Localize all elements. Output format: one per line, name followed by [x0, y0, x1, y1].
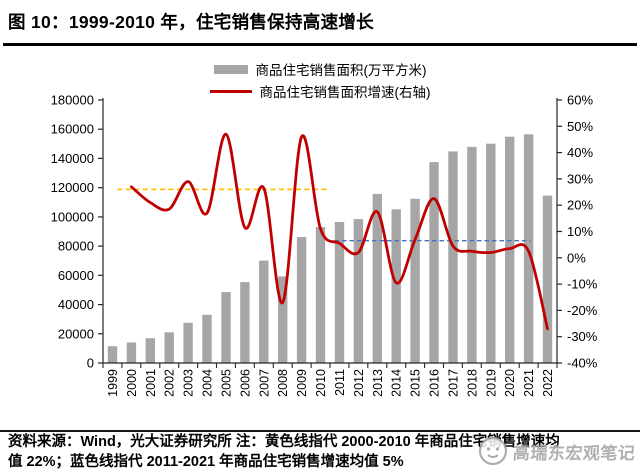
- right-axis-tick-label: 30%: [567, 171, 593, 186]
- left-axis-tick-label: 20000: [58, 326, 94, 341]
- x-axis-label-2004: 2004: [201, 369, 215, 397]
- left-axis-tick-label: 0: [87, 356, 94, 371]
- legend-growth-label: 商品住宅销售面积增速(右轴): [259, 85, 431, 100]
- left-axis-tick-label: 140000: [51, 151, 94, 166]
- bar-2008: [278, 276, 288, 363]
- left-axis-tick-label: 100000: [51, 209, 94, 224]
- x-axis-label-2002: 2002: [163, 369, 177, 397]
- x-axis-label-2016: 2016: [428, 369, 442, 397]
- line-swatch-icon: [209, 89, 252, 93]
- bar-2002: [164, 332, 174, 363]
- bar-2009: [296, 237, 307, 363]
- right-axis-tick-label: -30%: [567, 329, 598, 344]
- left-axis-tick-label: 160000: [51, 122, 94, 137]
- right-axis-tick-label: 60%: [567, 93, 593, 108]
- right-axis-tick-label: -40%: [567, 356, 598, 371]
- x-axis-label-2000: 2000: [125, 369, 139, 397]
- bar-2003: [183, 322, 193, 363]
- footer-divider: [0, 430, 640, 432]
- x-axis-label-2012: 2012: [352, 369, 366, 397]
- source-note-line2: 值 22%；蓝色线指代 2011-2021 年商品住宅销售增速均值 5%: [8, 453, 404, 470]
- bar-2022: [542, 195, 553, 363]
- growth-line: [130, 132, 549, 331]
- bar-2001: [145, 338, 155, 363]
- bar-2005: [221, 292, 231, 363]
- bar-2004: [202, 314, 212, 363]
- bar-swatch-icon: [213, 64, 248, 74]
- right-axis-tick-label: 40%: [567, 145, 593, 160]
- x-axis-label-2022: 2022: [541, 369, 555, 397]
- bar-2013: [372, 193, 382, 363]
- x-axis-label-2018: 2018: [465, 369, 479, 397]
- legend-item-area: 商品住宅销售面积(万平方米): [0, 59, 640, 79]
- bar-2007: [259, 260, 269, 363]
- x-axis-label-2010: 2010: [314, 369, 328, 397]
- bar-2016: [429, 162, 439, 363]
- right-axis-tick-label: 20%: [567, 198, 593, 213]
- x-axis-label-2017: 2017: [447, 369, 461, 397]
- bar-2012: [353, 219, 364, 363]
- source-note-line1: 资料来源：Wind，光大证券研究所 注：黄色线指代 2000-2010 年商品住…: [8, 434, 560, 450]
- left-axis-tick-label: 120000: [51, 180, 94, 195]
- bar-2010: [315, 227, 326, 363]
- bar-2017: [448, 151, 458, 363]
- x-axis-label-2015: 2015: [409, 369, 423, 397]
- left-axis-tick-label: 60000: [58, 268, 94, 283]
- right-axis-tick-label: 0%: [567, 250, 586, 265]
- x-axis-label-2019: 2019: [484, 369, 498, 397]
- bar-2018: [467, 146, 477, 363]
- right-axis-tick-label: 10%: [567, 224, 593, 239]
- legend-area-label: 商品住宅销售面积(万平方米): [255, 63, 427, 78]
- left-axis-tick-label: 180000: [51, 93, 94, 108]
- bar-1999: [107, 346, 118, 363]
- title-divider: [3, 43, 637, 46]
- x-axis-label-2001: 2001: [144, 369, 158, 397]
- left-axis-tick-label: 80000: [58, 239, 94, 254]
- figure-title: 图 10：1999-2010 年，住宅销售保持高速增长: [8, 12, 374, 32]
- bar-2011: [334, 222, 345, 363]
- x-axis-label-2021: 2021: [522, 369, 536, 397]
- bar-2015: [410, 198, 420, 363]
- x-axis-label-2005: 2005: [220, 369, 234, 397]
- x-axis-label-2013: 2013: [371, 369, 385, 397]
- x-axis-label-2003: 2003: [182, 369, 196, 397]
- left-axis-tick-label: 40000: [58, 297, 94, 312]
- x-axis-label-2011: 2011: [333, 369, 347, 396]
- right-axis-tick-label: -20%: [567, 303, 598, 318]
- x-axis-label-2014: 2014: [390, 369, 404, 397]
- legend-item-growth: 商品住宅销售面积增速(右轴): [0, 81, 640, 101]
- x-axis-label-2007: 2007: [257, 369, 271, 397]
- bar-2014: [391, 209, 401, 363]
- x-axis-label-2008: 2008: [276, 369, 290, 397]
- x-axis-label-1999: 1999: [106, 369, 120, 397]
- right-axis-tick-label: -10%: [567, 277, 598, 292]
- x-axis-label-2006: 2006: [238, 369, 252, 397]
- right-axis-tick-label: 50%: [567, 119, 593, 134]
- bar-2000: [126, 342, 137, 363]
- x-axis-label-2009: 2009: [295, 369, 309, 397]
- source-note: 资料来源：Wind，光大证券研究所 注：黄色线指代 2000-2010 年商品住…: [8, 433, 636, 472]
- bar-2006: [240, 282, 250, 363]
- x-axis-label-2020: 2020: [503, 369, 517, 397]
